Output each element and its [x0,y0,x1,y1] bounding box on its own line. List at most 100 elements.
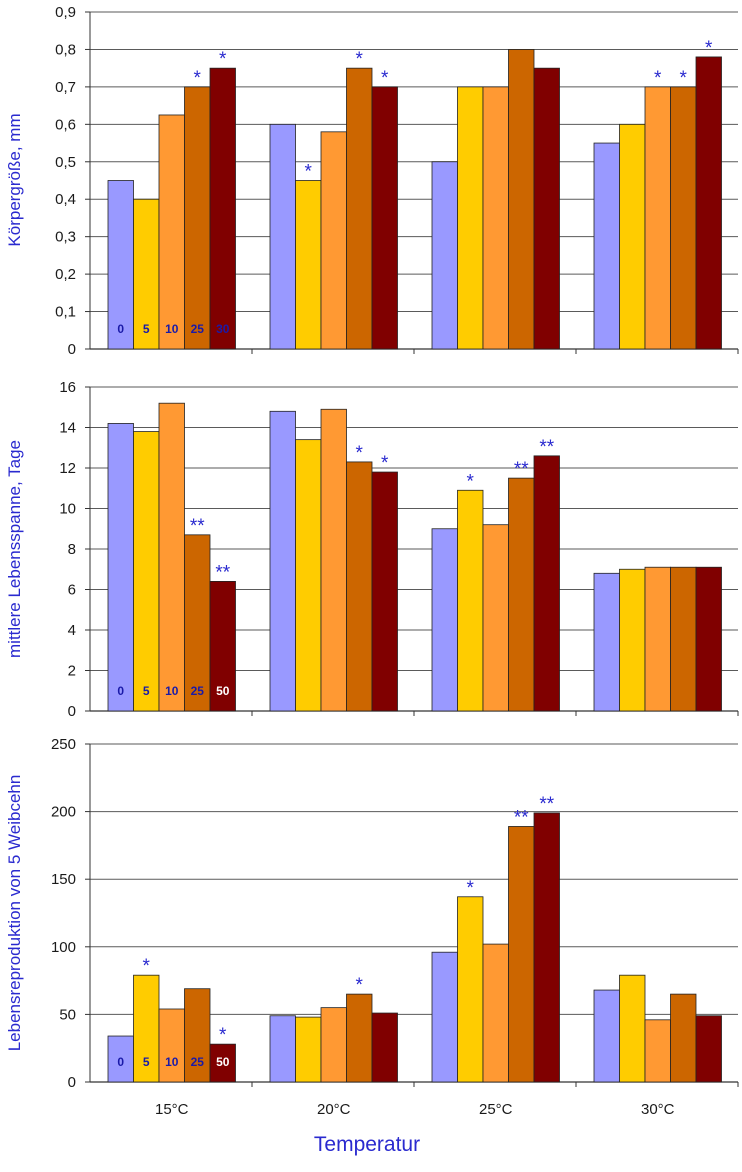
concentration-label: 25 [191,1055,205,1069]
significance-label: ** [539,437,554,458]
concentration-label: 5 [143,1055,150,1069]
significance-label: ** [514,807,529,828]
bar [158,402,185,712]
bar [346,993,373,1083]
significance-label: * [305,162,313,183]
bar [508,477,535,712]
significance-label: * [356,49,364,70]
bar [619,123,646,350]
bar [269,410,296,712]
y-tick-label: 0,3 [55,229,76,246]
bar [670,993,697,1083]
bar [209,581,236,712]
concentration-label: 0 [117,684,124,698]
bar [619,974,646,1083]
significance-label: * [356,975,364,996]
significance-label: * [194,68,202,89]
y-tick-label: 14 [59,420,76,437]
y-tick-label: 0 [68,703,76,720]
concentration-label: 5 [143,684,150,698]
bar [184,988,211,1083]
bar [431,951,458,1083]
concentration-label: 25 [191,684,205,698]
bar [670,566,697,712]
bar [371,471,398,712]
bar [269,1015,296,1083]
y-tick-label: 0,9 [55,4,76,21]
y-tick-label: 50 [59,1006,76,1023]
bar [533,455,560,712]
bar [593,989,620,1083]
y-tick-label: 8 [68,541,76,558]
concentration-label: 25 [191,322,205,336]
bar [482,943,509,1083]
y-tick-label: 0 [68,1074,76,1091]
significance-label: * [654,68,662,89]
bar [482,524,509,712]
significance-label: ** [190,516,205,537]
y-tick-label: 12 [59,460,76,477]
bar [457,86,484,350]
y-tick-label: 150 [51,871,76,888]
bar [533,67,560,350]
y-tick-label: 0,2 [55,266,76,283]
chart-panel-1: 0 0,1 0,2 0,3 0,4 0,5 0,6 0,7 0,8 0,9 * * * * * * * * 0 5 10… [5,4,739,358]
bar [431,161,458,350]
bar [695,1015,722,1083]
bar [508,49,535,350]
y-tick-label: 0,7 [55,79,76,96]
significance-label: * [705,38,713,59]
x-axis-title: Temperatur [314,1133,420,1156]
bar [320,408,347,712]
significance-label: ** [215,562,230,583]
bar [209,67,236,350]
concentration-label: 50 [216,684,230,698]
bar [158,114,185,350]
concentration-label: 10 [165,322,179,336]
bar [107,1035,134,1083]
bar [593,142,620,350]
bar [431,528,458,712]
significance-label: * [381,453,389,474]
bar [508,826,535,1083]
bar [158,1008,185,1083]
significance-label: * [219,1025,227,1046]
bar [133,431,160,712]
y-tick-label: 0,8 [55,41,76,58]
concentration-label: 30 [216,322,230,336]
bar [644,86,671,350]
y-axis-label: mittlere Lebensspanne, Tage [5,440,24,658]
bar [269,123,296,350]
bar [533,812,560,1083]
significance-label: ** [514,459,529,480]
bar [644,1019,671,1083]
bar [670,86,697,350]
bar [320,131,347,350]
bar [209,1043,236,1083]
y-tick-label: 6 [68,582,76,599]
y-tick-label: 250 [51,736,76,753]
x-tick-label: 15°C [155,1101,189,1118]
significance-label: ** [539,794,554,815]
significance-label: * [356,443,364,464]
concentration-label: 5 [143,322,150,336]
concentration-label: 50 [216,1055,230,1069]
y-tick-label: 0,1 [55,304,76,321]
bar [482,86,509,350]
bar [107,180,134,350]
significance-label: * [381,68,389,89]
significance-label: * [680,68,688,89]
y-tick-label: 10 [59,501,76,518]
bar [371,86,398,350]
bar [619,568,646,712]
x-tick-label: 25°C [479,1101,513,1118]
concentration-label: 0 [117,322,124,336]
x-tick-label: 30°C [641,1101,675,1118]
y-tick-label: 0,5 [55,154,76,171]
bar [295,439,322,712]
bar [346,67,373,350]
significance-label: * [467,471,475,492]
